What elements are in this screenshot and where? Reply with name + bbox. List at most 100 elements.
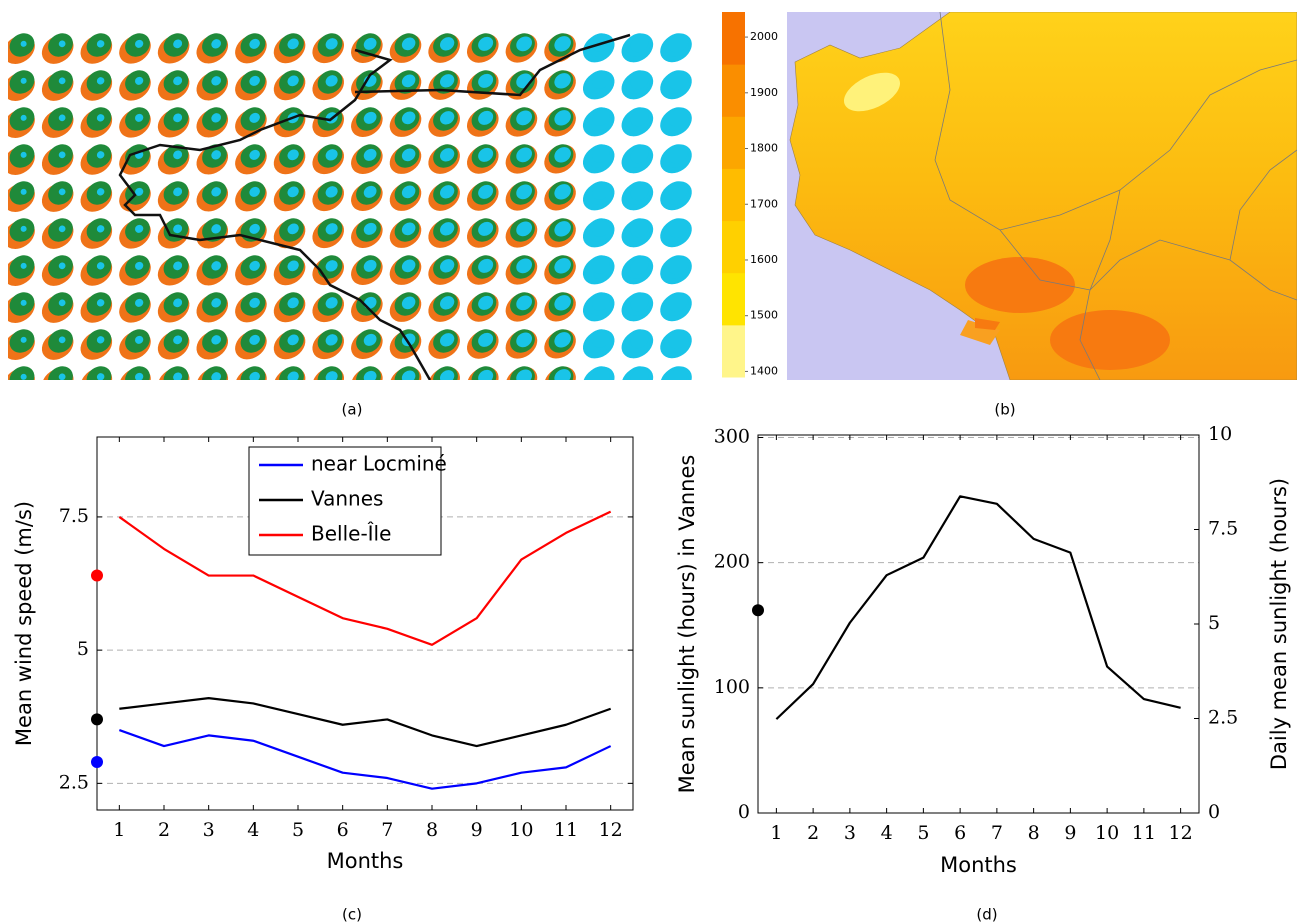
glyph-inner: [478, 258, 494, 273]
glyph-inner: [20, 262, 27, 269]
wind-glyph: [428, 255, 460, 285]
y-tick-label: 200: [714, 551, 750, 573]
glyph-inner: [668, 109, 688, 127]
glyph-inner: [363, 370, 377, 380]
wind-glyph: [8, 107, 35, 138]
land: [789, 12, 1297, 380]
glyph-inner: [173, 261, 183, 271]
glyph-inner: [630, 35, 649, 53]
glyph-inner: [516, 184, 533, 200]
glyph-inner: [173, 150, 183, 160]
glyph-inner: [592, 109, 610, 126]
glyph-inner: [554, 147, 571, 163]
wind-glyph: [505, 33, 538, 63]
x-tick-label: 5: [917, 822, 929, 844]
glyph-inner: [440, 296, 455, 310]
wind-glyph: [196, 33, 229, 64]
glyph-inner: [211, 150, 222, 160]
colorbar: 1400 1500 1600 1700 1800 1900 2000: [722, 12, 778, 378]
colorbar-tick-label: 1400: [750, 364, 778, 377]
wind-glyph: [157, 70, 190, 101]
coastline: [354, 33, 631, 97]
plot-frame: [96, 436, 634, 811]
wind-glyph: [660, 33, 692, 63]
wind-glyph: [582, 144, 615, 174]
wind-glyph: [621, 366, 654, 380]
wind-glyph: [119, 70, 151, 101]
wind-glyph: [312, 218, 345, 249]
glyph-inner: [554, 110, 571, 126]
wind-glyph: [351, 218, 383, 249]
wind-glyph: [660, 218, 692, 248]
glyph-inner: [325, 38, 338, 50]
wind-glyph: [428, 292, 460, 322]
glyph-inner: [173, 39, 183, 49]
glyph-inner: [401, 148, 416, 162]
glyph-inner: [287, 38, 299, 50]
glyph-inner: [58, 151, 66, 159]
wind-glyph: [273, 70, 306, 101]
series-line: [119, 697, 612, 748]
glyph-inner: [325, 334, 338, 346]
wind-glyph: [582, 107, 615, 137]
glyph-inner: [135, 76, 144, 85]
wind-glyph: [466, 218, 499, 248]
wind-glyph: [389, 218, 422, 248]
wind-glyph: [312, 70, 345, 101]
glyph-inner: [96, 114, 105, 122]
glyph-inner: [516, 295, 533, 311]
glyph-inner: [135, 261, 144, 270]
x-tick-label: 7: [381, 819, 393, 841]
glyph-inner: [135, 113, 144, 122]
glyph-inner: [630, 146, 649, 164]
wind-glyph: [80, 70, 113, 101]
wind-glyph: [582, 292, 615, 322]
glyph-inner: [325, 223, 338, 235]
glyph-inner: [630, 109, 649, 127]
glyph-inner: [668, 72, 688, 90]
wind-glyph: [80, 33, 113, 64]
wind-glyph: [80, 144, 113, 175]
y-tick-label: 0: [738, 801, 750, 823]
glyph-inner: [363, 222, 377, 235]
wind-glyph: [8, 329, 35, 360]
glyph-inner: [58, 114, 66, 122]
wind-glyph: [273, 181, 306, 212]
glyph-inner: [135, 224, 144, 233]
glyph-inner: [554, 73, 571, 89]
wind-glyph: [157, 181, 190, 212]
wind-glyph: [351, 144, 383, 175]
glyph-inner: [440, 370, 455, 380]
glyph-inner: [96, 262, 105, 270]
wind-glyph: [351, 366, 383, 380]
colorbar-tick-label: 1500: [750, 309, 778, 322]
wind-glyph: [273, 33, 306, 64]
wind-glyph: [428, 144, 460, 174]
glyph-inner: [287, 371, 299, 380]
glyph-inner: [668, 146, 688, 164]
glyph-inner: [478, 73, 494, 88]
wind-glyph: [196, 70, 229, 101]
wind-glyph: [544, 218, 576, 248]
glyph-inner: [668, 257, 688, 275]
glyph-inner: [20, 336, 27, 343]
wind-glyph: [466, 292, 499, 322]
wind-glyph: [312, 255, 345, 286]
glyph-inner: [363, 111, 377, 124]
wind-glyph: [41, 218, 74, 249]
series-dot: [752, 604, 764, 617]
wind-glyph: [80, 181, 113, 212]
wind-glyph: [80, 329, 113, 360]
glyph-inner: [249, 38, 260, 49]
colorbar-tick-label: 1800: [750, 142, 778, 155]
glyph-inner: [211, 76, 222, 86]
wind-glyph: [389, 107, 422, 137]
glyph-inner: [96, 77, 105, 85]
wind-glyph: [157, 255, 190, 286]
glyph-inner: [211, 372, 222, 380]
island: [960, 320, 1000, 345]
wind-glyph: [389, 70, 422, 100]
colorbar-band: [722, 168, 745, 222]
glyph-inner: [211, 261, 222, 271]
